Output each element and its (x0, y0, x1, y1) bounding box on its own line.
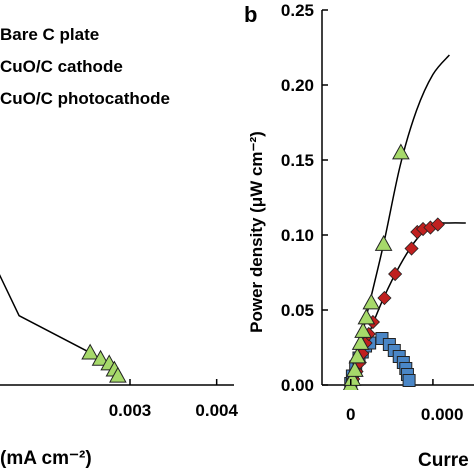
panel-b-ticks: 0.00 0.05 0.10 0.15 0.20 0.25 0 0.000 (281, 1, 464, 424)
panel-b-data-point (362, 293, 381, 310)
panel-b-data-point (351, 333, 370, 350)
panel-b-data-point (346, 360, 364, 377)
legend-entry: CuO/C photocathode (0, 89, 170, 108)
panel-b-y-tick-label: 0.00 (281, 376, 314, 395)
panel-b-axes (321, 10, 474, 386)
panel-a-data-point (91, 349, 110, 366)
panel-b-label: b (244, 2, 257, 27)
panel-b-data-point (402, 374, 416, 387)
panel-b-x-tick-label: 0 (346, 405, 355, 424)
panel-b-markers (342, 143, 445, 390)
panel-a-data-point (81, 343, 99, 360)
panel-a-x-tick-label: 0.003 (109, 401, 152, 420)
panel-b-data-point (377, 290, 392, 306)
panel-b-y-tick-label: 0.05 (281, 301, 314, 320)
panel-b-data-point (404, 241, 419, 256)
panel-b-data-point (374, 234, 393, 251)
legend: Bare C plate CuO/C cathode CuO/C photocath… (0, 25, 170, 108)
panel-b-x-axis-label: Curre (418, 450, 469, 471)
panel-b-data-point (388, 266, 403, 282)
panel-b-y-tick-label: 0.25 (281, 1, 314, 20)
panel-b-data-point (357, 308, 376, 325)
panel-b-x-tick-label: 0.000 (421, 405, 464, 424)
panel-b-data-point (348, 347, 367, 364)
panel-a-x-tick-label: 0.004 (195, 401, 238, 420)
panel-b-y-tick-label: 0.15 (281, 151, 314, 170)
panel-a-ticks: 0.003 0.004 (109, 379, 238, 420)
panel-b-y-tick-label: 0.10 (281, 226, 314, 245)
panel-b-data-point (392, 143, 410, 160)
panel-b-data-point (354, 321, 372, 338)
panel-b-y-tick-label: 0.20 (281, 76, 314, 95)
panel-b: 0.00 0.05 0.10 0.15 0.20 0.25 0 0.000 b Power d… (244, 1, 474, 471)
panel-b-data-point (430, 217, 445, 232)
legend-entry: CuO/C cathode (0, 57, 123, 76)
panel-b-y-axis-label: Power density (μW cm⁻²) (247, 131, 266, 333)
legend-entry: Bare C plate (0, 25, 99, 44)
panel-a-data-point (109, 366, 127, 383)
panel-a-markers (81, 343, 127, 383)
panel-b-data-point (343, 369, 362, 386)
panel-a: 0.003 0.004 Bare C plate CuO/C cathode CuO/… (0, 25, 238, 469)
panel-a-x-axis-label: (mA cm⁻²) (0, 448, 92, 469)
